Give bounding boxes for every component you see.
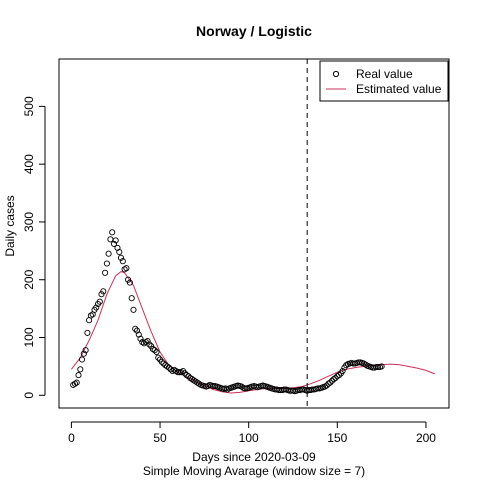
data-point xyxy=(75,372,82,379)
data-point xyxy=(332,374,339,382)
data-point xyxy=(130,306,137,313)
data-point xyxy=(146,341,153,348)
data-point xyxy=(132,325,139,332)
data-point xyxy=(378,363,385,370)
chart-marks xyxy=(70,59,435,408)
legend-label-real: Real value xyxy=(356,67,413,81)
data-point xyxy=(135,331,142,338)
y-tick-label: 100 xyxy=(22,327,36,347)
data-point xyxy=(84,329,91,336)
x-tick-label: 150 xyxy=(327,431,347,445)
data-point xyxy=(109,229,116,236)
y-axis-label: Daily cases xyxy=(3,195,17,256)
data-point xyxy=(137,335,144,342)
x-tick-label: 100 xyxy=(239,431,259,445)
data-point xyxy=(110,240,118,247)
x-axis-label: Days since 2020-03-09 xyxy=(192,450,316,464)
data-point xyxy=(73,379,80,386)
data-point xyxy=(339,367,346,375)
data-point xyxy=(123,265,130,272)
data-point xyxy=(116,248,123,256)
data-point xyxy=(77,366,84,373)
data-point xyxy=(82,347,89,354)
y-tick-label: 300 xyxy=(22,212,36,232)
x-tick-label: 50 xyxy=(153,431,167,445)
estimated-line xyxy=(71,271,435,394)
y-tick-label: 0 xyxy=(22,392,36,399)
legend-label-estimated: Estimated value xyxy=(356,82,442,96)
data-point xyxy=(96,298,103,305)
data-point xyxy=(158,358,165,365)
y-axis: 0 100 200 300 400 500 xyxy=(22,96,46,399)
data-point xyxy=(185,373,192,380)
data-point xyxy=(102,269,109,276)
y-tick-label: 500 xyxy=(22,96,36,116)
data-point xyxy=(80,350,87,357)
data-point xyxy=(128,295,135,302)
legend-marker-real xyxy=(332,70,340,78)
data-point xyxy=(153,348,160,356)
y-tick-label: 200 xyxy=(22,269,36,289)
data-point xyxy=(117,254,125,261)
data-point xyxy=(100,288,107,295)
data-point xyxy=(167,366,174,373)
data-point xyxy=(103,260,110,267)
data-point xyxy=(165,364,172,371)
data-point xyxy=(107,236,114,243)
x-axis-sublabel: Simple Moving Avarage (window size = 7) xyxy=(143,464,365,478)
legend: Real value Estimated value xyxy=(319,60,449,102)
data-point xyxy=(112,237,119,244)
data-point xyxy=(327,379,334,386)
data-point xyxy=(126,279,133,286)
data-point xyxy=(375,363,382,371)
data-point xyxy=(93,304,100,311)
data-point xyxy=(78,356,86,363)
data-point xyxy=(71,380,79,387)
chart-title: Norway / Logistic xyxy=(196,23,312,39)
data-point xyxy=(105,250,112,257)
x-tick-label: 200 xyxy=(416,431,436,445)
data-point xyxy=(151,347,158,354)
legend-box xyxy=(319,60,449,102)
data-point xyxy=(336,372,343,379)
data-point xyxy=(155,354,162,361)
x-axis: 0 50 100 150 200 xyxy=(68,421,436,445)
data-point xyxy=(144,337,151,345)
x-tick-label: 0 xyxy=(68,431,75,445)
y-tick-label: 400 xyxy=(22,154,36,174)
plot-frame xyxy=(58,58,450,409)
data-point xyxy=(119,258,126,265)
